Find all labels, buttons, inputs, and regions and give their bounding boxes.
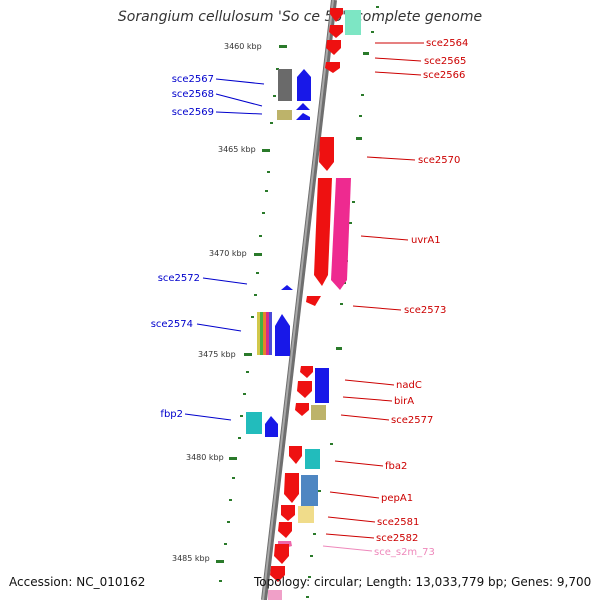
gene-label-sce2569: sce2569	[172, 107, 214, 118]
left-strand-features	[246, 69, 311, 437]
feature-sce2566	[325, 62, 340, 73]
feature-sce2568	[296, 103, 310, 110]
tick-label-3470: 3470 kbp	[209, 249, 247, 258]
gene-label-sce2581: sce2581	[377, 517, 419, 528]
gene-label-sce2564: sce2564	[426, 38, 468, 49]
feature-nadC	[300, 366, 313, 378]
gene-label-pepA1: pepA1	[381, 493, 413, 504]
gene-label-sce2572: sce2572	[158, 273, 200, 284]
kbp-tick-labels: 3460 kbp 3465 kbp 3470 kbp 3475 kbp 3480…	[172, 42, 262, 563]
feature-birA	[315, 368, 329, 403]
feature-sce2581	[298, 506, 314, 523]
feature-sce2582	[278, 522, 292, 538]
feature-sce2573	[306, 296, 321, 306]
feature-sce2574-arrow	[275, 314, 290, 356]
gene-label-sce2574: sce2574	[151, 319, 193, 330]
gene-label-sce2577: sce2577	[391, 415, 433, 426]
feature-sce2569	[277, 110, 292, 120]
gene-label-sce2565: sce2565	[424, 56, 466, 67]
gene-label-sce2570: sce2570	[418, 155, 460, 166]
feature-sce2564	[330, 8, 343, 22]
tick-label-3480: 3480 kbp	[186, 453, 224, 462]
feature-uvrA1	[314, 178, 332, 286]
feature-sce2564-cyan	[345, 10, 361, 35]
tick-label-3475: 3475 kbp	[198, 350, 236, 359]
gene-label-sce2567: sce2567	[172, 74, 214, 85]
gene-label-sce2582: sce2582	[376, 533, 418, 544]
feature-sce2572	[281, 285, 293, 290]
feature-pepA1	[284, 473, 299, 503]
feature-sce_s2m_73	[274, 544, 289, 564]
tick-label-3485: 3485 kbp	[172, 554, 210, 563]
label-leader-lines	[184, 42, 424, 552]
right-gene-labels: sce2564 sce2565 sce2566 sce2570 uvrA1 sc…	[374, 38, 468, 558]
feature-fba2	[289, 446, 302, 464]
feature-sce2567-arrow	[297, 69, 311, 101]
gene-label-uvrA1: uvrA1	[411, 235, 441, 246]
gene-label-sce2566: sce2566	[423, 70, 465, 81]
gene-label-fbp2: fbp2	[160, 409, 183, 420]
gene-label-sce_s2m_73: sce_s2m_73	[374, 547, 435, 558]
left-gene-labels: sce2567 sce2568 sce2569 sce2572 sce2574 …	[151, 74, 214, 420]
feature-sce2577	[311, 405, 326, 420]
gene-label-birA: birA	[394, 396, 414, 407]
inner-tick-dots	[219, 68, 279, 582]
gene-label-sce2568: sce2568	[172, 89, 214, 100]
feature-sce2567	[278, 69, 292, 101]
tick-label-3465: 3465 kbp	[218, 145, 256, 154]
gene-label-fba2: fba2	[385, 461, 407, 472]
genome-summary: Topology: circular; Length: 13,033,779 b…	[254, 575, 592, 589]
feature-fbp2	[246, 412, 262, 434]
genome-backbone	[261, 0, 337, 600]
major-tick-marks	[216, 45, 287, 563]
tick-label-3460: 3460 kbp	[224, 42, 262, 51]
feature-sce2565	[326, 40, 341, 55]
feature-sce2570	[319, 137, 334, 171]
right-strand-features	[268, 8, 361, 600]
accession-label: Accession: NC_010162	[9, 575, 146, 589]
gene-label-sce2573: sce2573	[404, 305, 446, 316]
map-title: Sorangium cellulosum 'So ce 56', complet…	[117, 9, 483, 25]
feature-sce2574	[266, 312, 269, 355]
gene-label-nadC: nadC	[396, 380, 422, 391]
